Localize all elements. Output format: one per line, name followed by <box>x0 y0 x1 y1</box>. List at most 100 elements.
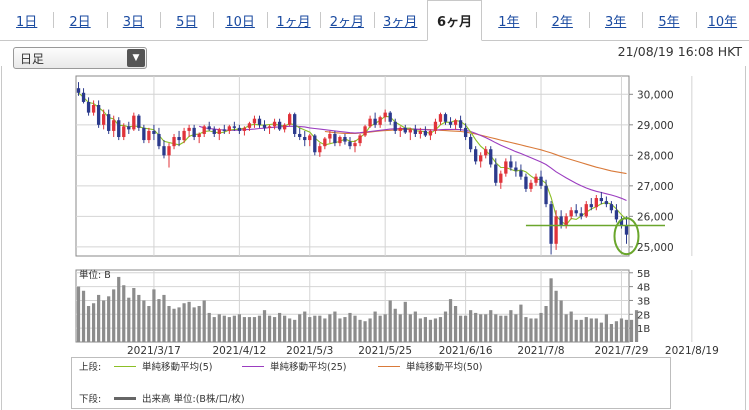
legend-ma50-label: 単純移動平均(50) <box>406 362 483 373</box>
highlight-circle <box>613 217 640 256</box>
tab-2[interactable]: 3日 <box>106 0 160 40</box>
candle-body <box>101 114 106 125</box>
volume-bar <box>373 311 377 342</box>
candle-body <box>474 149 478 162</box>
volume-bar <box>157 299 161 342</box>
volume-bar <box>152 289 156 342</box>
volume-bar <box>579 319 583 342</box>
chart-interval-select[interactable]: 日足 ▼ <box>13 47 147 69</box>
tab-0[interactable]: 1日 <box>16 14 38 30</box>
tab-1[interactable]: 2日 <box>53 0 106 40</box>
candle-body <box>76 88 81 93</box>
price-tick-label: 29,000 <box>637 120 674 132</box>
volume-bar <box>122 285 126 342</box>
candle-body <box>252 118 257 124</box>
volume-bar <box>97 294 101 342</box>
volume-bar <box>469 310 473 342</box>
candle-body <box>162 146 166 156</box>
volume-bar <box>303 311 307 342</box>
candle-body <box>393 121 397 131</box>
price-tick-label: 30,000 <box>637 89 674 101</box>
candle-body <box>117 120 121 138</box>
tab-10[interactable]: 2年 <box>535 0 589 40</box>
candle-body <box>564 216 568 226</box>
tab-11[interactable]: 3年 <box>588 0 642 40</box>
volume-bar <box>403 301 407 342</box>
date-tick-label: 2021/8/19 <box>665 345 719 357</box>
tab-7[interactable]: 3ヶ月 <box>373 0 427 40</box>
volume-bar <box>634 310 639 342</box>
volume-bar <box>423 317 428 342</box>
candle-body <box>519 170 523 177</box>
volume-bar <box>127 297 131 342</box>
volume-bar <box>232 315 236 342</box>
candle-body <box>182 130 186 141</box>
tab-5[interactable]: 1ヶ月 <box>266 0 320 40</box>
volume-bar <box>458 315 463 342</box>
candle-body <box>348 141 352 147</box>
candle-body <box>539 176 543 186</box>
volume-bar <box>247 317 252 342</box>
chevron-down-icon[interactable]: ▼ <box>127 49 145 67</box>
volume-bar <box>549 278 553 342</box>
volume-bar <box>619 318 624 342</box>
candle-body <box>524 176 528 189</box>
volume-bar <box>484 314 488 342</box>
volume-bar <box>298 314 302 342</box>
candle-body <box>308 135 312 141</box>
candle-body <box>227 126 231 131</box>
volume-bar <box>242 317 247 342</box>
ma50-line <box>324 128 627 175</box>
period-tabs: 1日 2日 3日 5日 10日 1ヶ月 2ヶ月 3ヶ月 6ヶ月 1年 2年 3年 5年 10年 <box>0 0 749 41</box>
candle-body <box>388 112 392 122</box>
volume-bar <box>609 324 614 342</box>
tab-13[interactable]: 10年 <box>695 0 749 40</box>
candle-body <box>453 120 458 125</box>
legend-ma5: 単純移動平均(5) <box>114 359 212 373</box>
candle-body <box>242 127 247 131</box>
volume-bar <box>167 306 171 342</box>
candle-body <box>212 129 216 134</box>
candle-body <box>458 120 463 128</box>
volume-bar <box>252 317 257 342</box>
candle-body <box>484 149 488 156</box>
legend-ma25: 単純移動平均(25) <box>242 359 347 373</box>
candle-body <box>127 126 131 130</box>
volume-bar <box>91 303 96 342</box>
candle-body <box>428 130 433 136</box>
volume-bar <box>217 314 221 342</box>
volume-bar <box>162 294 166 342</box>
volume-bar <box>333 311 337 342</box>
tab-9[interactable]: 1年 <box>498 14 520 30</box>
candle-body <box>544 185 548 205</box>
candle-body <box>398 127 402 131</box>
volume-bar <box>267 315 272 342</box>
candle-body <box>262 124 267 128</box>
candle-body <box>293 114 297 134</box>
candle-body <box>599 198 604 202</box>
candle-body <box>323 138 327 147</box>
candle-body <box>277 121 282 130</box>
candle-body <box>142 127 146 141</box>
volume-bar <box>222 315 226 342</box>
candle-body <box>112 120 116 131</box>
volume-bar <box>514 314 518 342</box>
candle-body <box>549 204 553 244</box>
volume-bar <box>524 317 528 342</box>
volume-bar <box>107 296 111 342</box>
volume-bar <box>192 307 196 342</box>
volume-bar <box>293 319 297 342</box>
volume-bar <box>624 319 629 342</box>
candle-body <box>247 123 252 128</box>
volume-bar <box>584 317 588 342</box>
volume-bar <box>494 314 498 342</box>
tab-12[interactable]: 5年 <box>642 0 695 40</box>
tab-3[interactable]: 5日 <box>160 0 213 40</box>
candle-body <box>288 114 292 125</box>
tab-6[interactable]: 2ヶ月 <box>320 0 373 40</box>
candle-body <box>303 137 307 141</box>
candle-body <box>328 133 332 139</box>
tab-4[interactable]: 10日 <box>213 0 266 40</box>
volume-bar <box>529 318 533 342</box>
tab-8[interactable]: 6ヶ月 <box>426 0 483 41</box>
